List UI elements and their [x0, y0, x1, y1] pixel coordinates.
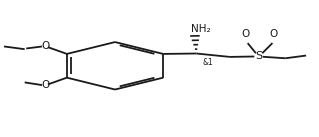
Text: S: S	[255, 51, 262, 61]
Text: &1: &1	[202, 58, 213, 67]
Text: O: O	[270, 29, 278, 39]
Text: NH₂: NH₂	[191, 24, 211, 34]
Text: O: O	[41, 42, 49, 52]
Text: O: O	[41, 80, 49, 90]
Text: O: O	[241, 29, 250, 39]
